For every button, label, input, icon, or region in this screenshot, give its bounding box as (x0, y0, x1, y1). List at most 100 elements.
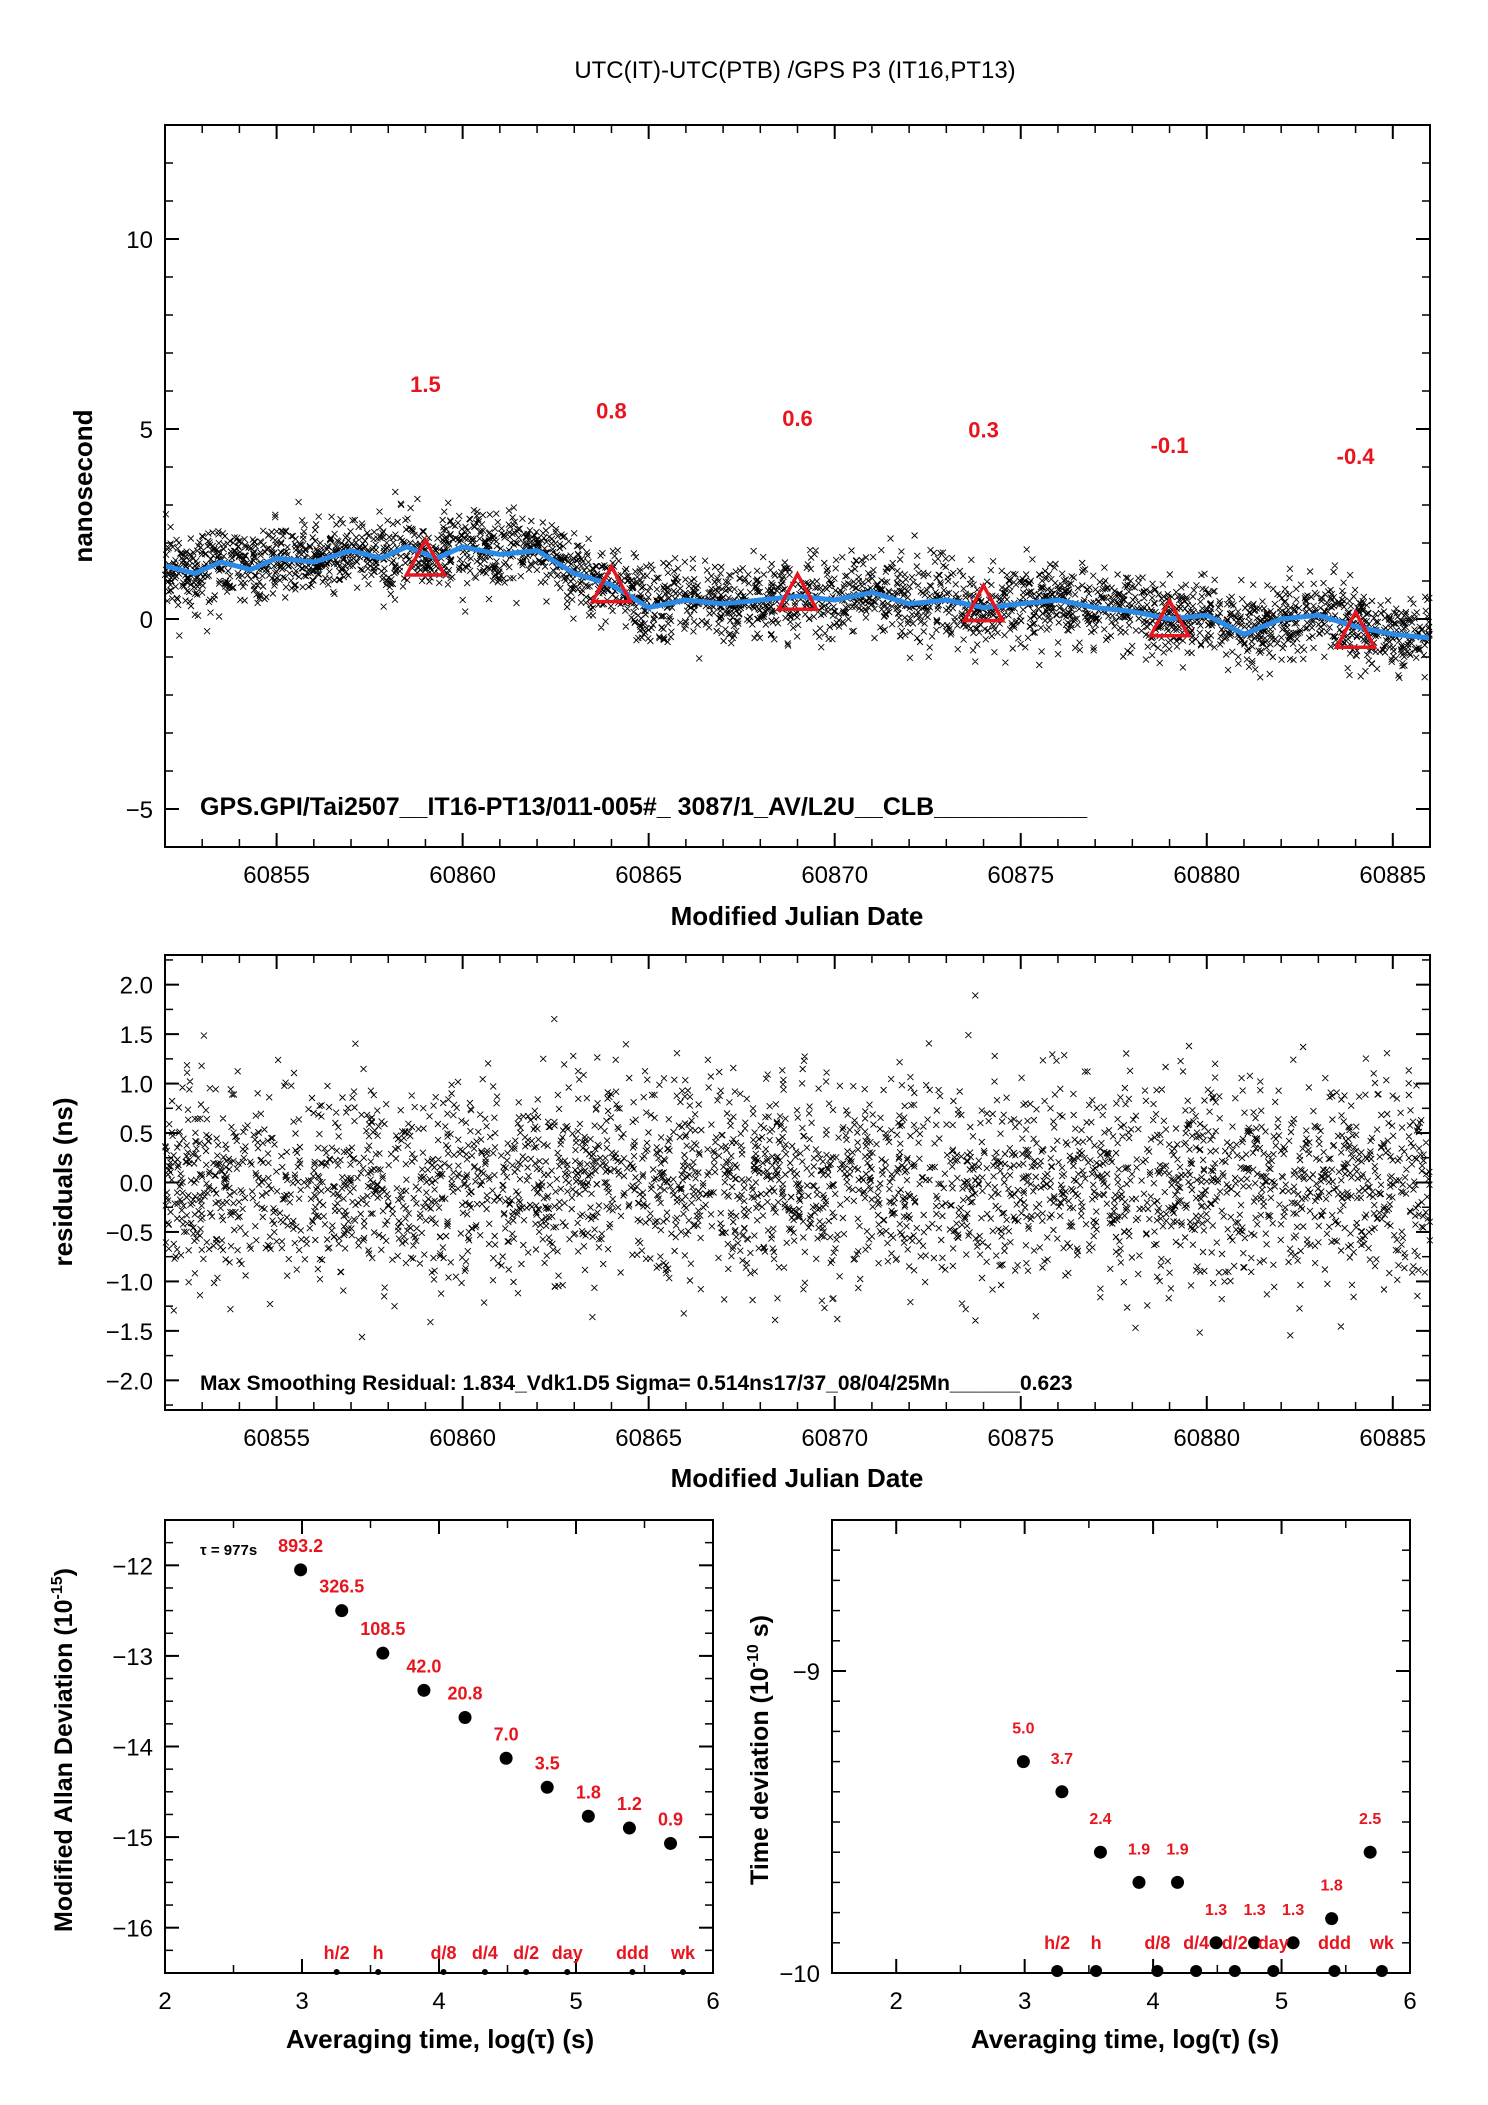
mdev-ticks: 2 3 4 5 6 −12 −13 −14 −15 −16 (112, 1519, 720, 2015)
mdev-point (499, 1751, 513, 1765)
mdev-marker-dot (440, 1969, 447, 1975)
tdev-marker-dot (1151, 1965, 1164, 1977)
time-series-points: 1.5 0.8 0.6 0.3 -0.1 -0.4 (161, 372, 1433, 682)
time-series-xlabel: Modified Julian Date (671, 901, 924, 931)
mdev-marker-dot (481, 1969, 488, 1975)
tdev-point-label: 1.3 (1243, 1902, 1265, 1919)
time-series-y-tick-label: 0 (140, 607, 153, 634)
residuals-x-tick-label: 60865 (615, 1425, 682, 1452)
residuals-y-tick-label: 0.5 (120, 1121, 153, 1148)
tdev-point (1055, 1785, 1069, 1799)
time-series-frame (164, 124, 1431, 848)
tdev-x-tick-label: 3 (1018, 1988, 1031, 2015)
tdev-ylabel-main: Time deviation (10 (746, 1667, 774, 1885)
mdev-point (417, 1683, 431, 1697)
time-series-annotation: GPS.GPI/Tai2507__IT16-PT13/011-005#_ 308… (200, 793, 1088, 821)
tdev-point-label: 2.5 (1359, 1811, 1381, 1828)
tdev-point-label: 1.8 (1321, 1878, 1343, 1895)
tdev-point-label: 1.3 (1282, 1902, 1304, 1919)
mdev-point (458, 1711, 472, 1725)
residuals-y-tick-label: 1.0 (120, 1072, 153, 1099)
mean-triangle-label: 1.5 (410, 372, 441, 397)
tdev-panel: 2 3 4 5 6 −9 −10 5.0 3.7 2.4 1.9 1.9 1.3 1.3 1.3 1.8 2.… (745, 1519, 1417, 2054)
mdev-ylabel: Modified Allan Deviation (10-15) (49, 1568, 78, 1932)
mdev-point-label: 1.8 (576, 1782, 601, 1802)
residuals-x-tick-label: 60860 (429, 1425, 496, 1452)
mdev-tau-label: τ = 977s (200, 1542, 257, 1559)
time-series-scatter-points (161, 488, 1433, 682)
time-series-ylabel: nanosecond (68, 409, 98, 562)
mdev-ylabel-main: Modified Allan Deviation (10 (50, 1600, 78, 1932)
tdev-marker-dot (1375, 1965, 1388, 1977)
mdev-point-label: 1.2 (617, 1794, 642, 1814)
mdev-point (376, 1646, 390, 1660)
mdev-point (581, 1809, 595, 1823)
mean-triangle-label: 0.8 (596, 399, 627, 424)
mdev-marker-label: d/2 (513, 1943, 539, 1963)
tdev-marker-label: d/2 (1222, 1933, 1248, 1953)
mdev-marker-label: h (373, 1943, 384, 1963)
tdev-marker-label: d/4 (1183, 1933, 1209, 1953)
tdev-frame (831, 1519, 1411, 1974)
mdev-marker-dot (629, 1969, 636, 1975)
mdev-x-tick-label: 4 (432, 1988, 445, 2015)
mdev-point-label: 42.0 (406, 1656, 441, 1676)
residual-scatter-points (161, 992, 1434, 1341)
mdev-ylabel-exp: -15 (49, 1576, 66, 1599)
time-series-x-tick-label: 60885 (1359, 862, 1426, 889)
mdev-x-tick-label: 6 (706, 1988, 719, 2015)
tdev-point (1363, 1845, 1377, 1859)
residuals-y-tick-label: 1.5 (120, 1022, 153, 1049)
mdev-point-label: 7.0 (494, 1724, 519, 1744)
residuals-annotation: Max Smoothing Residual: 1.834_Vdk1.D5 Si… (200, 1372, 1073, 1395)
residuals-x-tick-label: 60885 (1359, 1425, 1426, 1452)
tdev-point-label: 5.0 (1012, 1721, 1034, 1738)
smoothed-line (164, 544, 1431, 641)
residuals-y-tick-label: −0.5 (106, 1220, 153, 1247)
tdev-xlabel: Averaging time, log(τ) (s) (971, 2024, 1279, 2054)
mdev-y-tick-label: −16 (112, 1916, 153, 1943)
tdev-marker-label: h/2 (1044, 1933, 1070, 1953)
mdev-point-label: 20.8 (448, 1684, 483, 1704)
mdev-marker-label: day (552, 1943, 583, 1963)
mdev-xlabel: Averaging time, log(τ) (s) (286, 2024, 594, 2054)
tdev-ticks: 2 3 4 5 6 −9 −10 (779, 1519, 1417, 2015)
tdev-x-tick-label: 5 (1275, 1988, 1288, 2015)
tdev-marker-label: ddd (1318, 1933, 1351, 1953)
time-series-y-tick-label: 10 (126, 227, 153, 254)
mdev-point (622, 1821, 636, 1835)
mdev-marker-label: d/8 (431, 1943, 457, 1963)
residuals-ylabel: residuals (ns) (48, 1097, 78, 1266)
residuals-panel: 60855 60860 60865 60870 60875 60880 60885 −2.0 −… (48, 954, 1434, 1493)
mdev-point (664, 1836, 678, 1850)
tdev-point-label: 1.9 (1128, 1841, 1150, 1858)
tdev-point (1132, 1875, 1146, 1889)
tdev-points: 5.0 3.7 2.4 1.9 1.9 1.3 1.3 1.3 1.8 2.5 h/2 h d/8 d/4… (1012, 1721, 1395, 1977)
chart-title: UTC(IT)-UTC(PTB) /GPS P3 (IT16,PT13) (574, 57, 1015, 84)
time-series-x-tick-label: 60880 (1173, 862, 1240, 889)
residuals-y-tick-label: 0.0 (120, 1171, 153, 1198)
tdev-marker-label: h (1091, 1933, 1102, 1953)
tdev-point (1093, 1845, 1107, 1859)
mean-triangle-label: 0.3 (968, 418, 999, 443)
tdev-point (1286, 1936, 1300, 1950)
tdev-marker-dot (1090, 1965, 1103, 1977)
tdev-marker-dot (1267, 1965, 1280, 1977)
tdev-x-tick-label: 6 (1403, 1988, 1416, 2015)
mean-triangle (775, 570, 820, 611)
time-series-x-tick-label: 60865 (615, 862, 682, 889)
tdev-marker-label: wk (1369, 1933, 1395, 1953)
tdev-y-tick-label: −9 (793, 1659, 820, 1686)
tdev-x-tick-label: 4 (1146, 1988, 1159, 2015)
tdev-point (1325, 1912, 1339, 1926)
mdev-frame (164, 1519, 714, 1974)
mdev-point-label: 0.9 (658, 1809, 683, 1829)
mean-triangle-label: 0.6 (782, 406, 813, 431)
mdev-y-tick-label: −12 (112, 1553, 153, 1580)
tdev-marker-dot (1051, 1965, 1064, 1977)
residuals-y-tick-label: −1.0 (106, 1269, 153, 1296)
mdev-x-tick-label: 2 (158, 1988, 171, 2015)
residuals-x-tick-label: 60875 (987, 1425, 1054, 1452)
tdev-point-label: 1.9 (1166, 1841, 1188, 1858)
